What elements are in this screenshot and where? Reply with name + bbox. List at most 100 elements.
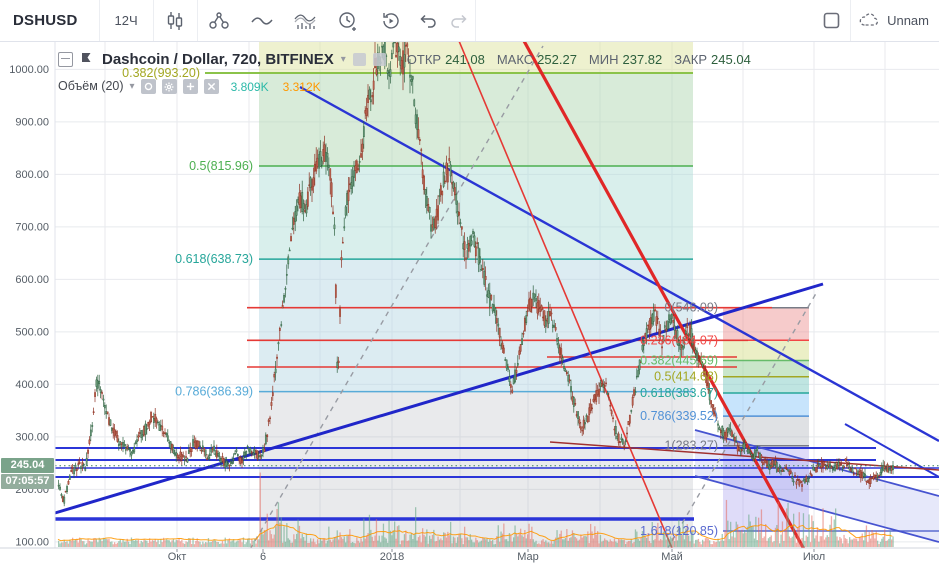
divider [196,0,198,41]
fib-label: 0.618(383.67) [640,386,718,400]
flag-icon[interactable] [80,51,93,68]
svg-text:2018: 2018 [380,551,404,563]
indicators-button[interactable] [284,0,327,41]
volume-ma-line [57,523,893,542]
fib-label: 0.382(993.20) [122,66,200,80]
svg-text:800.00: 800.00 [15,169,49,181]
divider [98,0,100,41]
last-price-badge: 245.04 [1,458,54,474]
divider [474,0,476,41]
fib-bands [259,41,809,548]
close-icon[interactable] [203,79,219,94]
square-icon [823,12,840,29]
toolbar-left-group: DSHUSD 12Ч [0,0,476,41]
replay-icon [380,10,402,32]
fib-labels: 0.382(993.20) 0.5(815.96) 0.618(638.73) 0.7… [122,66,718,538]
redo-icon [449,13,469,29]
replay-button[interactable] [370,0,413,41]
svg-text:400.00: 400.00 [15,379,49,391]
top-toolbar: DSHUSD 12Ч [0,0,939,42]
symbol-button[interactable]: DSHUSD [13,12,78,29]
undo-icon [418,13,438,29]
svg-text:900.00: 900.00 [15,116,49,128]
candlesticks [57,41,894,507]
line-tools-button[interactable] [241,0,284,41]
time-axis-labels: Окт 6 2018 Мар Май Июл [168,549,825,563]
toolbar-right-group: Unnam [812,0,939,41]
volume-bars [57,472,894,547]
visibility-icon[interactable] [140,79,156,94]
low-value: 237.82 [622,52,663,67]
volume-indicator-title[interactable]: Объём (20) [58,79,124,94]
svg-text:Мар: Мар [517,551,539,563]
wave-icon [250,11,274,31]
alert-button[interactable] [327,0,370,41]
collapse-legend-icon[interactable] [58,52,73,67]
svg-text:500.00: 500.00 [15,326,49,338]
svg-text:Окт: Окт [168,551,187,563]
fib-label: 0(546.09) [664,301,718,315]
chart-legend: Dashcoin / Dollar, 720, BITFINEX ▾ ОТКР 2… [58,51,759,94]
layout-name: Unnam [887,13,929,28]
fib-label: 0.236(484.07) [640,333,718,347]
channel-fill [695,430,939,542]
volume-last-value: 3.312K [282,79,321,94]
svg-text:300.00: 300.00 [15,431,49,443]
svg-text:600.00: 600.00 [15,274,49,286]
fib-label: 0.5(815.96) [189,159,253,173]
svg-text:Май: Май [661,551,683,563]
descending-resistance [299,85,939,443]
cloud-save-menu[interactable]: Unnam [851,12,939,30]
volume-legend-row: Объём (20) ▾ 3.809K 3.312K [58,79,759,94]
redo-button[interactable] [444,0,475,41]
compare-icon [208,11,230,31]
svg-text:1000.00: 1000.00 [9,64,49,76]
fib-label: 1(283.27) [664,439,718,453]
gear-icon[interactable] [161,79,177,94]
horizontal-rays [55,306,939,521]
symbol-legend-row: Dashcoin / Dollar, 720, BITFINEX ▾ ОТКР 2… [58,51,759,68]
high-value: 252.27 [537,52,577,67]
undo-button[interactable] [413,0,444,41]
ascending-support [54,282,824,515]
chart-title[interactable]: Dashcoin / Dollar, 720, BITFINEX [102,51,334,68]
close-label: ЗАКР [674,52,708,67]
fib-label: 0.618(638.73) [175,252,253,266]
add-icon[interactable] [182,79,198,94]
compare-button[interactable] [198,0,241,41]
legend-mini-button[interactable] [352,53,366,66]
volume-ma-value: 3.809K [230,79,269,94]
indicators-icon [293,11,317,31]
svg-text:100.00: 100.00 [15,536,49,548]
open-label: ОТКР [406,52,442,67]
fib-label: 0.5(414.68) [654,370,718,384]
snapshot-button[interactable] [812,0,850,41]
high-label: МАКС [496,52,534,67]
close-value: 245.04 [711,52,751,67]
cloud-icon [859,12,881,30]
fib-label: 1.618(120.85) [640,524,718,538]
svg-text:700.00: 700.00 [15,221,49,233]
fib-label: 0.382(445.69) [640,353,718,367]
chevron-down-icon[interactable]: ▾ [340,53,346,65]
svg-text:6: 6 [260,551,266,563]
fib-label: 0.786(339.52) [640,409,718,423]
legend-mini-button[interactable] [372,53,386,66]
open-value: 241.08 [445,52,485,67]
ohlc-readout: ОТКР 241.08 МАКС 252.27 МИН 237.82 ЗАКР 245.… [407,53,759,66]
interval-button[interactable]: 12Ч [114,13,138,28]
candles-icon [165,11,185,31]
steep-red-thick [522,41,806,548]
alarm-clock-plus-icon [337,10,359,32]
channel-bottom [694,475,939,543]
bar-countdown-badge: 07:05:57 [1,474,54,490]
divider [850,0,852,41]
chevron-down-icon[interactable]: ▾ [129,80,135,92]
chart-style-button[interactable] [154,0,197,41]
fib-label: 0.786(386.39) [175,385,253,399]
steep-red-thin [458,41,673,548]
svg-text:Июл: Июл [803,551,825,563]
divider [152,0,154,41]
